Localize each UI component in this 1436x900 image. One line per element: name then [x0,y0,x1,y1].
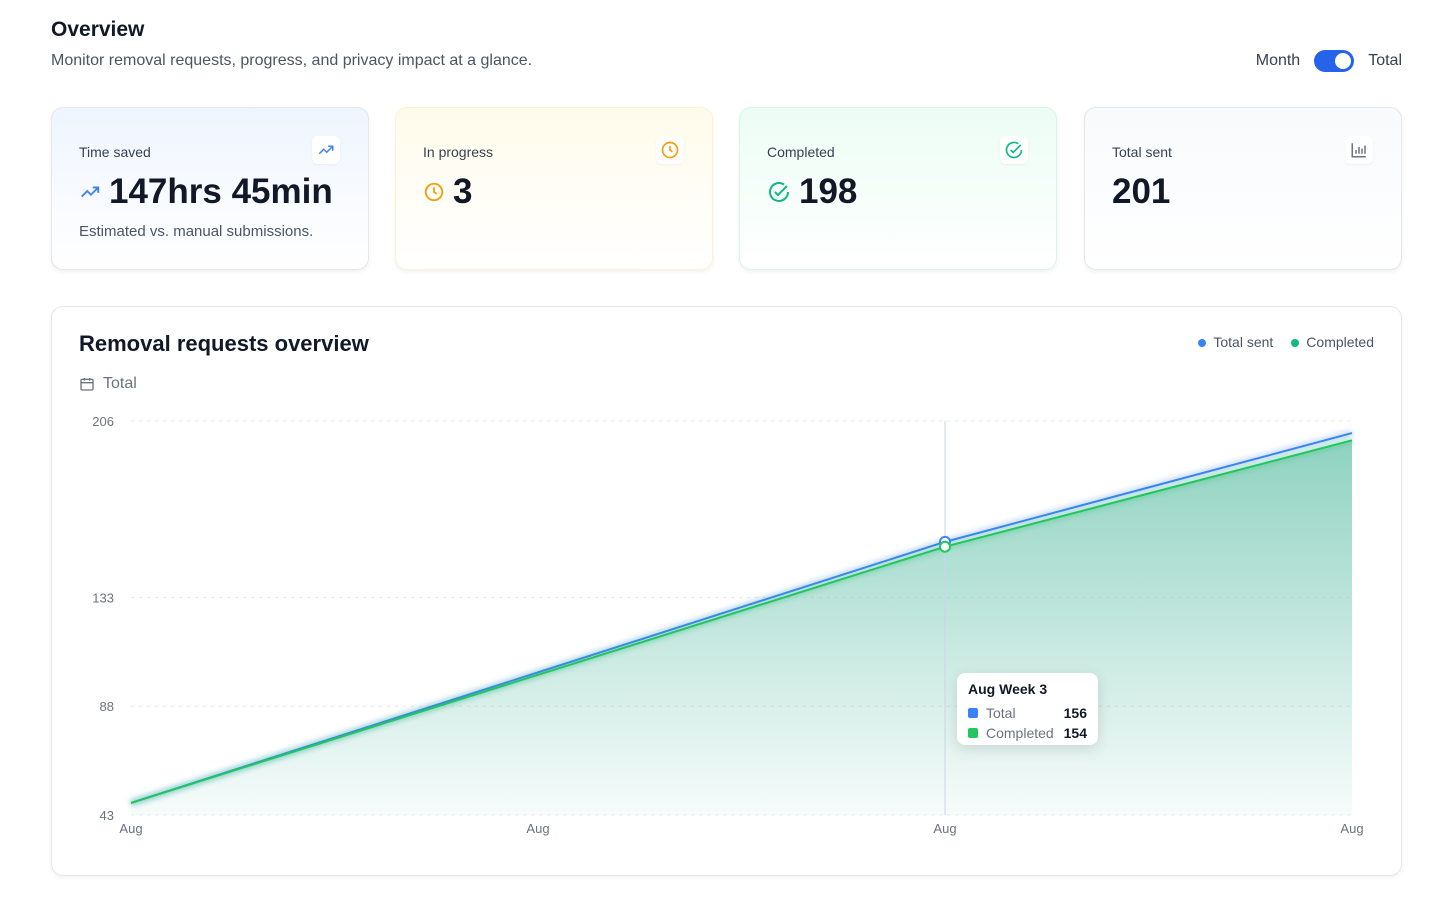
series-line-completed [130,439,1353,804]
y-tick-label: 88 [100,699,114,714]
chart-tooltip: Aug Week 3 Total 156 Completed 154 [957,673,1098,745]
tooltip-row-completed: Completed 154 [968,723,1087,743]
x-tick-label: Aug [526,821,549,836]
panel-title: Removal requests overview [79,331,369,356]
clock-icon [656,136,684,164]
x-tick-label: Aug [119,821,142,836]
trending-up-icon [312,136,340,164]
card-label: Completed [767,144,835,160]
removal-requests-panel: Removal requests overview Total Total se… [51,306,1402,876]
card-total-sent: Total sent 201 [1084,107,1402,270]
tooltip-title: Aug Week 3 [968,681,1048,697]
card-value: 147hrs 45min [109,172,333,211]
y-tick-label: 206 [92,414,114,429]
card-label: In progress [423,144,494,160]
card-completed: Completed 198 [739,107,1057,270]
legend-total-sent[interactable]: Total sent [1198,334,1273,350]
check-circle-icon [1000,136,1028,164]
completed-area [131,440,1352,815]
period-toggle[interactable] [1314,50,1355,72]
x-tick-label: Aug [1340,821,1363,836]
period-toggle-group: Month Total [1256,50,1402,72]
legend-completed[interactable]: Completed [1291,334,1374,350]
hover-point [939,540,951,553]
card-time-saved: Time saved 147hrs 45min Estimated vs. ma… [51,107,369,270]
range-selector[interactable]: Total [79,375,137,393]
y-tick-label: 43 [100,808,114,823]
card-value: 201 [1112,172,1171,211]
range-label: Total [103,375,137,392]
toggle-label-month[interactable]: Month [1255,52,1301,69]
tooltip-row-total: Total 156 [968,703,1087,723]
check-circle-icon [769,182,789,202]
bar-chart-icon [1345,136,1373,164]
card-desc: Estimated vs. manual submissions. [79,223,314,240]
calendar-icon [80,378,94,391]
x-tick-label: Aug [933,821,956,836]
card-label: Total sent [1112,144,1172,160]
page-subtitle: Monitor removal requests, progress, and … [51,52,533,69]
card-value: 3 [453,172,473,211]
card-label: Time saved [79,144,151,160]
card-in-progress: In progress 3 [395,107,713,270]
trending-up-icon [81,186,100,198]
card-value: 198 [799,172,858,211]
toggle-label-total[interactable]: Total [1368,52,1402,69]
y-tick-label: 133 [92,590,114,605]
chart-legend: Total sent Completed [1198,334,1374,350]
page-title: Overview [51,18,145,41]
clock-icon [424,182,444,202]
